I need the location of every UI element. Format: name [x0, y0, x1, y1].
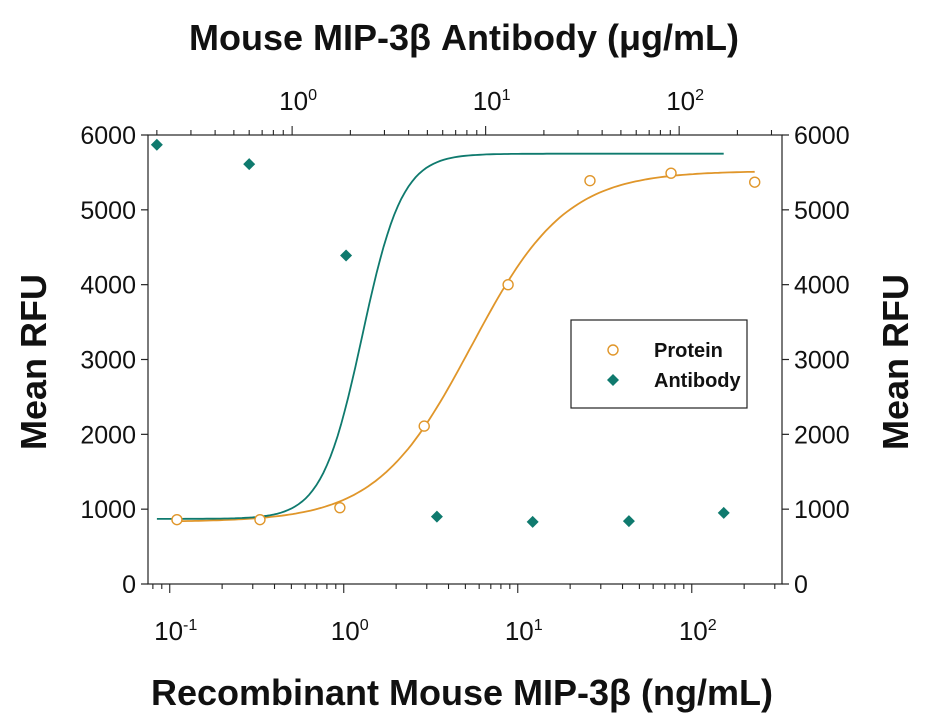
x-top-tick-label-exponent: 0: [308, 86, 317, 104]
x-top-tick-label: 100: [279, 86, 317, 116]
protein-point: [418, 420, 430, 432]
y-tick-label-left: 6000: [80, 122, 136, 150]
y-axis-title-left: Mean RFU: [13, 274, 54, 450]
x-top-tick-label-base: 10: [666, 86, 695, 116]
protein-point: [749, 176, 761, 188]
protein-point: [254, 513, 266, 526]
y-tick-label-right: 1000: [794, 496, 850, 524]
x-tick-label: 102: [679, 616, 717, 646]
y-tick-label-right: 6000: [794, 122, 850, 150]
x-tick-label-base: 10: [505, 616, 534, 646]
x-tick-label-base: 10: [679, 616, 708, 646]
antibody-point: [717, 506, 730, 519]
legend-antibody-marker: [607, 374, 619, 386]
x-axis-title: Recombinant Mouse MIP-3β (ng/mL): [151, 672, 773, 713]
x-top-tick-label-base: 10: [279, 86, 308, 116]
x-top-tick-label-base: 10: [473, 86, 502, 116]
x-tick-label: 10-1: [154, 616, 197, 646]
x-tick-label-exponent: -1: [183, 616, 197, 634]
x-tick-label-exponent: 1: [534, 616, 543, 634]
x-tick-label-exponent: 2: [708, 616, 717, 634]
y-tick-label-left: 1000: [80, 496, 136, 524]
x-top-tick-label: 101: [473, 86, 511, 116]
data-points: [150, 138, 761, 528]
antibody-point: [430, 510, 443, 523]
legend: Protein Antibody: [570, 319, 748, 409]
antibody-point: [150, 138, 163, 151]
legend-box: [570, 319, 748, 409]
legend-antibody-label: Antibody: [654, 370, 742, 392]
y-tick-label-left: 5000: [80, 197, 136, 225]
x-top-tick-label-exponent: 2: [695, 86, 704, 104]
x-top-tick-label-exponent: 1: [502, 86, 511, 104]
x-tick-label: 101: [505, 616, 543, 646]
x-tick-label-base: 10: [154, 616, 183, 646]
protein-point: [334, 501, 346, 514]
legend-protein-marker: [607, 344, 619, 356]
y-tick-label-left: 4000: [80, 272, 136, 300]
protein-fit-curve: [176, 170, 755, 523]
y-tick-label-right: 5000: [794, 197, 850, 225]
legend-protein-label: Protein: [654, 340, 723, 362]
protein-point: [171, 513, 183, 526]
y-tick-label-left: 2000: [80, 421, 136, 449]
antibody-point: [243, 158, 256, 171]
antibody-point: [340, 249, 353, 262]
protein-point: [584, 174, 596, 187]
x-tick-label-base: 10: [331, 616, 360, 646]
x-tick-label-exponent: 0: [360, 616, 369, 634]
protein-point: [665, 167, 677, 179]
legend-items: Protein Antibody: [607, 340, 742, 392]
fit-curves: [156, 152, 755, 523]
protein-point: [502, 278, 514, 291]
antibody-point: [622, 515, 635, 528]
antibody-point: [526, 515, 539, 528]
y-tick-label-right: 2000: [794, 421, 850, 449]
y-tick-label-right: 3000: [794, 347, 850, 375]
x-tick-label: 100: [331, 616, 369, 646]
chart-title: Mouse MIP-3β Antibody (μg/mL): [189, 17, 739, 58]
y-tick-label-right: 4000: [794, 272, 850, 300]
antibody-fit-curve: [156, 152, 724, 520]
y-axis-title-right: Mean RFU: [875, 274, 916, 450]
y-tick-label-left: 3000: [80, 347, 136, 375]
y-tick-label-right: 0: [794, 571, 808, 599]
y-tick-label-left: 0: [122, 571, 136, 599]
x-top-tick-label: 102: [666, 86, 704, 116]
